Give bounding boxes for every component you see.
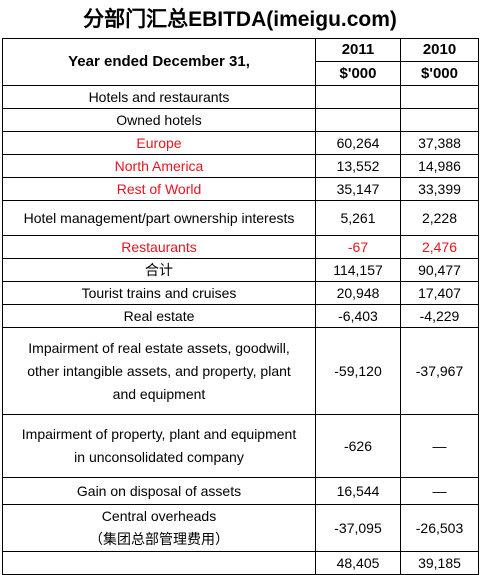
- row-label: Europe: [2, 131, 316, 155]
- row-label: Owned hotels: [2, 108, 316, 132]
- label-line: Hotels and restaurants: [88, 89, 230, 105]
- row-label: Central overheads （集团总部管理费用）: [2, 504, 316, 552]
- row: Rest of World 35,147 33,399: [2, 177, 479, 201]
- value: 39,185: [400, 551, 479, 575]
- value: [400, 108, 479, 132]
- year: 2011: [315, 38, 401, 62]
- label-line: in unconsolidated company: [74, 449, 244, 465]
- value: 33,399: [400, 177, 479, 201]
- value: —: [400, 414, 479, 478]
- value: 13,552: [315, 154, 401, 178]
- label-line: Restaurants: [121, 239, 197, 255]
- row-label: Impairment of real estate assets, goodwi…: [2, 327, 316, 415]
- row: Restaurants -67 2,476: [2, 235, 479, 259]
- value: -6,403: [315, 304, 401, 328]
- value: -626: [315, 414, 401, 478]
- label-line: （集团总部管理费用）: [89, 531, 229, 547]
- label-line: Hotel management/part ownership interest…: [23, 210, 295, 226]
- unit: $'000: [400, 61, 479, 86]
- value: 17,407: [400, 281, 479, 305]
- label-line: Tourist trains and cruises: [81, 285, 237, 301]
- row: Hotel management/part ownership interest…: [2, 200, 479, 236]
- value: 5,261: [315, 200, 401, 236]
- title: 分部门汇总EBITDA(imeigu.com): [83, 8, 397, 31]
- value: 90,477: [400, 258, 479, 282]
- row: Gain on disposal of assets 16,544—: [2, 477, 479, 505]
- row: Hotels and restaurants: [2, 85, 479, 109]
- label-line: Real estate: [123, 308, 195, 324]
- label-line: and equipment: [112, 385, 206, 402]
- row-label: Impairment of property, plant and equipm…: [2, 414, 316, 478]
- row: North America 13,552 14,986: [2, 154, 479, 178]
- row-label: Tourist trains and cruises: [2, 281, 316, 305]
- value: -37,095: [315, 504, 401, 552]
- row: Tourist trains and cruises 20,948 17,407: [2, 281, 479, 305]
- row: Owned hotels: [2, 108, 479, 132]
- row-label: Real estate: [2, 304, 316, 328]
- value: 16,544: [315, 477, 401, 505]
- value: [315, 85, 401, 109]
- value: [400, 85, 479, 109]
- row-label: Hotel management/part ownership interest…: [2, 200, 316, 236]
- row: Impairment of real estate assets, goodwi…: [2, 327, 479, 415]
- value: 114,157: [315, 258, 401, 282]
- row-label: North America: [2, 154, 316, 178]
- value: 35,147: [315, 177, 401, 201]
- label-line: Impairment of real estate assets, goodwi…: [28, 339, 290, 356]
- value: -59,120: [315, 327, 401, 415]
- value: [315, 108, 401, 132]
- value: 37,388: [400, 131, 479, 155]
- row: Central overheads （集团总部管理费用） -37,095 -26,50…: [2, 504, 479, 552]
- ebitda-table: Year ended December 31, 2011 2010 $'000 …: [2, 38, 479, 575]
- label-line: Central overheads: [101, 508, 217, 524]
- row-label: Hotels and restaurants: [2, 85, 316, 109]
- row-label: 合计: [2, 258, 316, 282]
- row-label: Gain on disposal of assets: [2, 477, 316, 505]
- row: Real estate -6,403 -4,229: [2, 304, 479, 328]
- label-line: other intangible assets, and property, p…: [27, 362, 291, 379]
- unit: $'000: [315, 61, 401, 86]
- value: -26,503: [400, 504, 479, 552]
- value: -37,967: [400, 327, 479, 415]
- row: Europe 60,264 37,388: [2, 131, 479, 155]
- header-label: Year ended December 31,: [2, 38, 316, 86]
- label-line: Gain on disposal of assets: [76, 483, 242, 499]
- row: 合计 114,157 90,477: [2, 258, 479, 282]
- page: 分部门汇总EBITDA(imeigu.com) Year ended Decem…: [2, 8, 479, 575]
- label-line: Europe: [136, 135, 182, 151]
- value: 60,264: [315, 131, 401, 155]
- value: -67: [315, 235, 401, 259]
- label-line: Rest of World: [116, 181, 202, 197]
- label-line: Impairment of property, plant and equipm…: [21, 426, 297, 442]
- label-line: 合计: [145, 262, 173, 278]
- row: Impairment of property, plant and equipm…: [2, 414, 479, 478]
- label-line: Owned hotels: [116, 112, 202, 128]
- value: 20,948: [315, 281, 401, 305]
- row-label: [2, 551, 316, 575]
- value: 2,476: [400, 235, 479, 259]
- value: —: [400, 477, 479, 505]
- value: 2,228: [400, 200, 479, 236]
- row-label: Rest of World: [2, 177, 316, 201]
- row: 48,405 39,185: [2, 551, 479, 575]
- value: 48,405: [315, 551, 401, 575]
- value: 14,986: [400, 154, 479, 178]
- row-label: Restaurants: [2, 235, 316, 259]
- value: -4,229: [400, 304, 479, 328]
- year: 2010: [400, 38, 479, 62]
- label-line: North America: [114, 158, 204, 174]
